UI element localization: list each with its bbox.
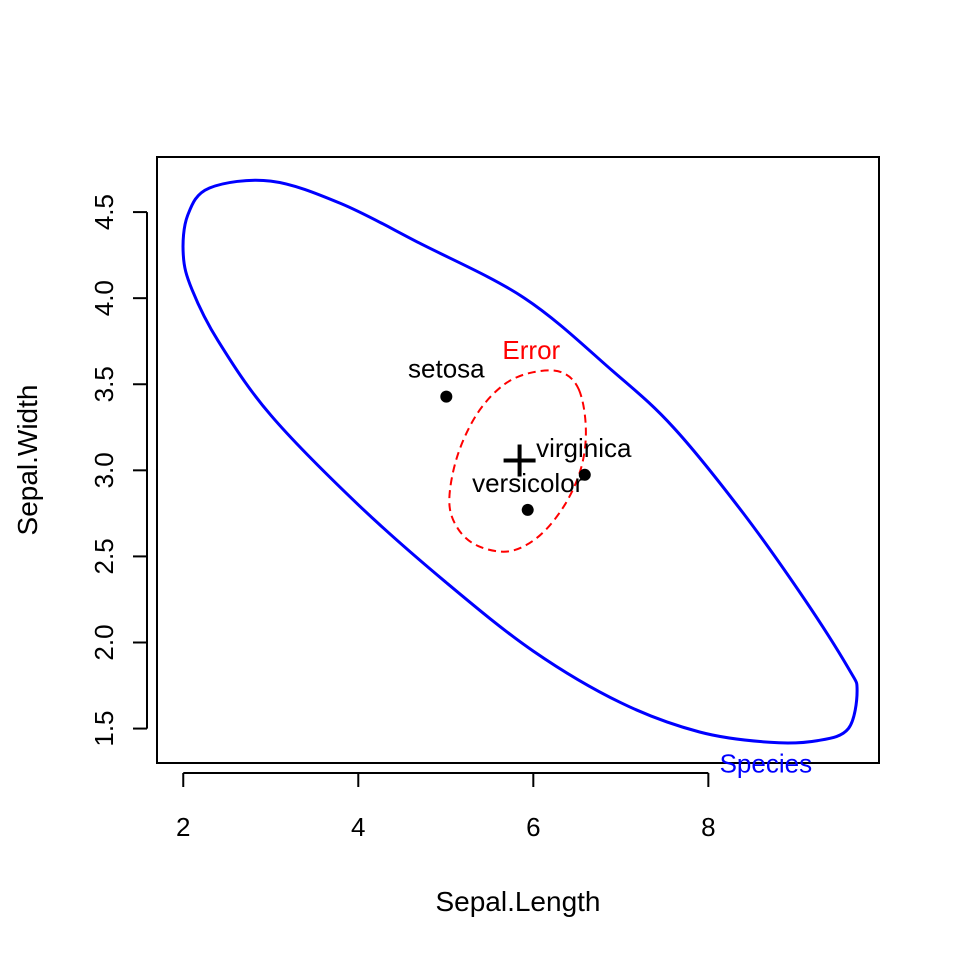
- grand-mean-marker: [503, 444, 536, 477]
- y-tick-label: 4.0: [89, 280, 119, 316]
- ellipse-label-species: Species: [720, 748, 813, 778]
- points: setosa versicolor virginica: [408, 354, 632, 516]
- x-tick-label: 8: [701, 812, 715, 842]
- x-tick-label: 4: [351, 812, 365, 842]
- y-tick-label: 3.0: [89, 452, 119, 488]
- plot-frame: [156, 156, 880, 764]
- point-label-setosa: setosa: [408, 354, 485, 384]
- ellipse-error: [448, 369, 587, 553]
- point-virginica: [578, 468, 591, 481]
- x-axis: 2 4 6 8: [176, 772, 716, 842]
- y-tick-label: 3.5: [89, 366, 119, 402]
- point-setosa: [440, 390, 453, 403]
- x-tick-label: 6: [526, 812, 540, 842]
- y-axis: 1.5 2.0 2.5 3.0 3.5 4.0 4.5: [89, 194, 148, 747]
- point-label-virginica: virginica: [536, 433, 632, 463]
- point-versicolor: [521, 503, 534, 516]
- x-axis-title: Sepal.Length: [435, 886, 600, 917]
- y-tick-label: 2.0: [89, 624, 119, 660]
- y-axis-title: Sepal.Width: [12, 385, 43, 536]
- y-tick-label: 2.5: [89, 538, 119, 574]
- ellipse-label-error: Error: [502, 335, 560, 365]
- ellipses: Error Species: [181, 178, 859, 778]
- ellipse-species: [181, 178, 859, 745]
- x-tick-label: 2: [176, 812, 190, 842]
- point-label-versicolor: versicolor: [472, 468, 584, 498]
- y-tick-label: 4.5: [89, 194, 119, 230]
- y-tick-label: 1.5: [89, 710, 119, 746]
